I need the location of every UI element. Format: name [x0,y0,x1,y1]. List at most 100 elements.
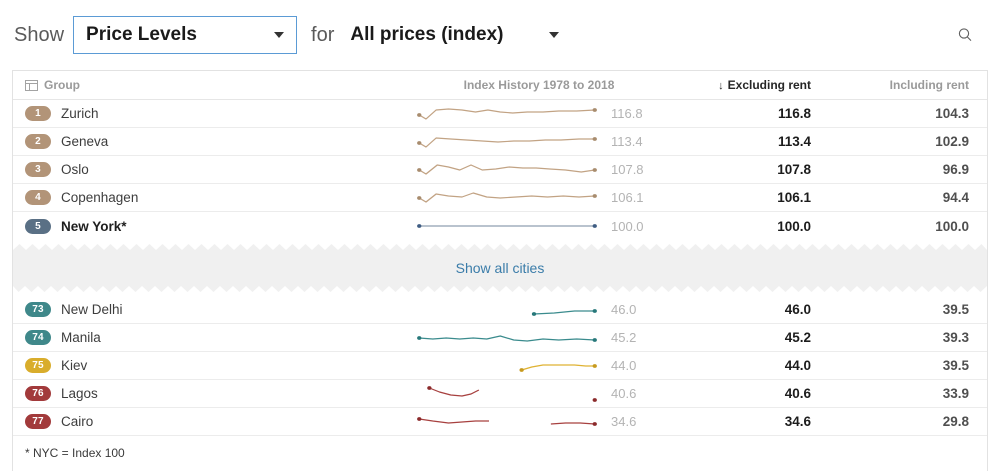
sparkline [417,383,597,405]
excluding-rent-value: 46.0 [784,302,811,317]
chevron-down-icon [549,32,560,38]
show-all-band: Show all cities [13,244,987,292]
history-value: 46.0 [611,302,637,317]
city-name: New York* [61,218,127,234]
city-cell: 2 Geneva [25,134,417,149]
top-rows: 1 Zurich 116.8 116.8 104.3 2 Geneva 113.… [13,100,987,240]
excluding-rent-label: Excluding rent [727,78,811,92]
rank-badge: 75 [25,358,51,373]
city-cell: 4 Copenhagen [25,190,417,205]
table-row[interactable]: 3 Oslo 107.8 107.8 96.9 [13,156,987,184]
city-name: Copenhagen [61,190,139,205]
city-name: Cairo [61,414,94,429]
bottom-rows: 73 New Delhi 46.0 46.0 39.5 74 Manila 45… [13,296,987,436]
excluding-rent-value: 45.2 [784,330,811,345]
including-rent-value: 96.9 [942,162,969,177]
sparkline [417,103,597,125]
sparkline [417,411,597,433]
including-rent-value: 33.9 [942,386,969,401]
city-cell: 3 Oslo [25,162,417,177]
category-dropdown-value: All prices (index) [350,24,504,45]
city-cell: 73 New Delhi [25,302,417,317]
rank-badge: 3 [25,162,51,177]
history-value: 116.8 [611,106,643,121]
city-name: Kiev [61,358,88,373]
sparkline [417,215,597,237]
price-table: Group Index History 1978 to 2018 ↓ Exclud… [12,70,988,471]
history-value: 113.4 [611,134,643,149]
rank-badge: 76 [25,386,51,401]
excluding-rent-header[interactable]: ↓ Excluding rent [661,78,811,92]
metric-dropdown-value: Price Levels [86,24,197,45]
show-all-cities-button[interactable]: Show all cities [455,260,545,276]
history-value: 40.6 [611,386,637,401]
city-cell: 77 Cairo [25,414,417,429]
city-name: New Delhi [61,302,123,317]
table-row[interactable]: 74 Manila 45.2 45.2 39.3 [13,324,987,352]
including-rent-value: 39.3 [942,330,969,345]
including-rent-value: 39.5 [942,302,969,317]
city-cell: 76 Lagos [25,386,417,401]
excluding-rent-value: 40.6 [784,386,811,401]
history-value: 44.0 [611,358,637,373]
table-row[interactable]: 1 Zurich 116.8 116.8 104.3 [13,100,987,128]
history-value: 100.0 [611,218,644,234]
table-row[interactable]: 73 New Delhi 46.0 46.0 39.5 [13,296,987,324]
including-rent-value: 94.4 [942,190,969,205]
history-value: 107.8 [611,162,644,177]
history-header: Index History 1978 to 2018 [463,78,615,92]
including-rent-header[interactable]: Including rent [889,78,969,92]
group-header[interactable]: Group [25,78,417,92]
table-grid-icon [25,79,38,91]
metric-dropdown[interactable]: Price Levels [73,16,298,54]
including-rent-value: 29.8 [942,414,969,429]
sparkline [417,159,597,181]
category-dropdown[interactable]: All prices (index) [350,24,560,46]
city-name: Geneva [61,134,109,149]
table-row[interactable]: 76 Lagos 40.6 40.6 33.9 [13,380,987,408]
table-row[interactable]: 4 Copenhagen 106.1 106.1 94.4 [13,184,987,212]
city-cell: 75 Kiev [25,358,417,373]
sparkline [417,355,597,377]
rank-badge: 73 [25,302,51,317]
excluding-rent-value: 100.0 [777,218,811,234]
show-label: Show [14,23,65,46]
city-name: Manila [61,330,101,345]
chevron-down-icon [274,32,285,38]
table-row[interactable]: 75 Kiev 44.0 44.0 39.5 [13,352,987,380]
top-toolbar: Show Price Levels for All prices (index) [0,0,1000,70]
table-row[interactable]: 77 Cairo 34.6 34.6 29.8 [13,408,987,436]
excluding-rent-value: 106.1 [777,190,811,205]
history-value: 34.6 [611,414,637,429]
rank-badge: 74 [25,330,51,345]
city-name: Zurich [61,106,99,121]
history-value: 106.1 [611,190,644,205]
including-rent-value: 100.0 [935,218,969,234]
history-value: 45.2 [611,330,637,345]
excluding-rent-value: 107.8 [777,162,811,177]
including-rent-value: 39.5 [942,358,969,373]
sparkline [417,131,597,153]
including-rent-value: 102.9 [935,134,969,149]
table-row[interactable]: 5 New York* 100.0 100.0 100.0 [13,212,987,240]
city-name: Lagos [61,386,98,401]
footnote: * NYC = Index 100 [25,446,125,460]
search-icon[interactable] [956,26,974,44]
including-rent-value: 104.3 [935,106,969,121]
rank-badge: 2 [25,134,51,149]
for-label: for [311,23,335,46]
table-row[interactable]: 2 Geneva 113.4 113.4 102.9 [13,128,987,156]
city-cell: 5 New York* [25,218,417,234]
excluding-rent-value: 116.8 [777,106,811,121]
city-cell: 1 Zurich [25,106,417,121]
excluding-rent-value: 34.6 [784,414,811,429]
table-header-row: Group Index History 1978 to 2018 ↓ Exclud… [13,71,987,100]
rank-badge: 5 [25,218,51,234]
excluding-rent-value: 44.0 [784,358,811,373]
rank-badge: 1 [25,106,51,121]
sparkline [417,327,597,349]
show-all-band-wrap: Show all cities [13,240,987,296]
rank-badge: 77 [25,414,51,429]
excluding-rent-value: 113.4 [777,134,811,149]
city-cell: 74 Manila [25,330,417,345]
